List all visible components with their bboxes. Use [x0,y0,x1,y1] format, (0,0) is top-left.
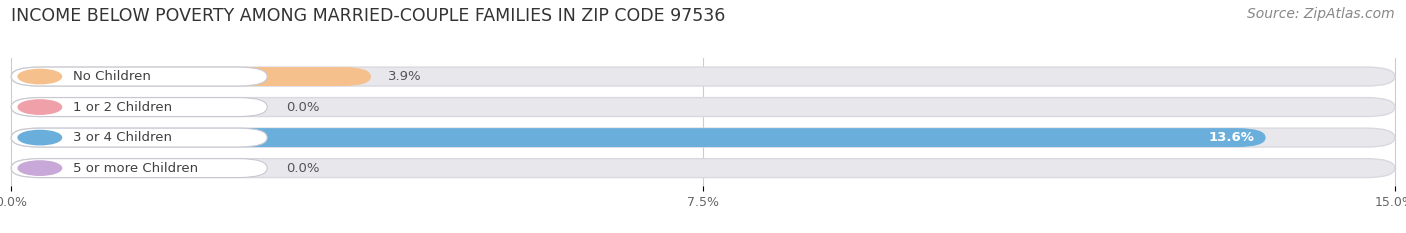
Text: 1 or 2 Children: 1 or 2 Children [73,101,172,113]
FancyBboxPatch shape [11,128,1395,147]
FancyBboxPatch shape [11,159,267,178]
Circle shape [18,161,62,175]
FancyBboxPatch shape [11,128,267,147]
FancyBboxPatch shape [11,98,1395,116]
Text: 0.0%: 0.0% [285,162,319,175]
FancyBboxPatch shape [11,159,1395,178]
Text: 5 or more Children: 5 or more Children [73,162,198,175]
Text: INCOME BELOW POVERTY AMONG MARRIED-COUPLE FAMILIES IN ZIP CODE 97536: INCOME BELOW POVERTY AMONG MARRIED-COUPL… [11,7,725,25]
FancyBboxPatch shape [11,67,267,86]
Circle shape [18,100,62,114]
FancyBboxPatch shape [11,67,1395,86]
Circle shape [18,69,62,84]
Text: No Children: No Children [73,70,150,83]
Text: 3.9%: 3.9% [388,70,422,83]
Text: 0.0%: 0.0% [285,101,319,113]
Text: Source: ZipAtlas.com: Source: ZipAtlas.com [1247,7,1395,21]
FancyBboxPatch shape [11,128,1265,147]
Text: 13.6%: 13.6% [1209,131,1254,144]
Text: 3 or 4 Children: 3 or 4 Children [73,131,172,144]
FancyBboxPatch shape [11,67,371,86]
FancyBboxPatch shape [11,98,267,116]
Circle shape [18,130,62,145]
